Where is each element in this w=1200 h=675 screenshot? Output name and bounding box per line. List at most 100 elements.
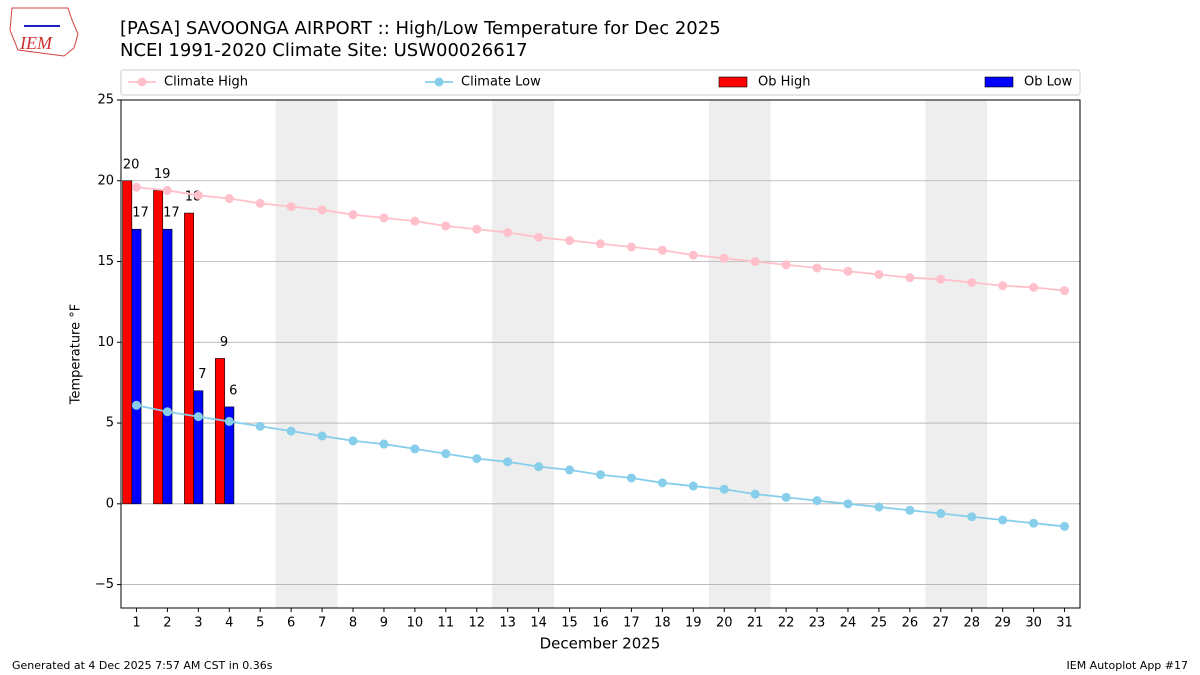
logo-text: IEM bbox=[19, 33, 53, 53]
climate-point bbox=[998, 515, 1008, 525]
bar bbox=[224, 406, 235, 505]
climate-point bbox=[626, 473, 636, 483]
bar-value-label: 17 bbox=[132, 206, 149, 221]
x-tick-label: 26 bbox=[902, 616, 919, 631]
climate-point bbox=[936, 509, 946, 519]
climate-point bbox=[534, 462, 544, 472]
climate-point bbox=[812, 263, 822, 273]
legend-marker bbox=[137, 77, 147, 87]
climate-point bbox=[503, 457, 513, 467]
y-axis-label: Temperature °F bbox=[69, 304, 84, 405]
climate-point bbox=[379, 213, 389, 223]
climate-point bbox=[131, 400, 141, 410]
climate-point bbox=[224, 416, 234, 426]
x-tick-label: 19 bbox=[685, 616, 702, 631]
climate-point bbox=[781, 492, 791, 502]
climate-point bbox=[1060, 286, 1070, 296]
weekend-shade bbox=[275, 100, 338, 608]
x-tick-label: 2 bbox=[163, 616, 171, 631]
legend-label: Ob High bbox=[758, 75, 811, 90]
chart-title: [PASA] SAVOONGA AIRPORT :: High/Low Temp… bbox=[120, 18, 721, 39]
bar bbox=[193, 390, 204, 505]
legend-label: Ob Low bbox=[1024, 75, 1073, 90]
climate-point bbox=[441, 221, 451, 231]
climate-point bbox=[224, 194, 234, 204]
climate-point bbox=[998, 281, 1008, 291]
climate-point bbox=[626, 242, 636, 252]
legend-swatch bbox=[718, 76, 748, 88]
climate-line bbox=[136, 404, 1065, 528]
x-tick-label: 31 bbox=[1056, 616, 1073, 631]
climate-point bbox=[317, 205, 327, 215]
footer-left: Generated at 4 Dec 2025 7:57 AM CST in 0… bbox=[12, 659, 273, 672]
x-tick-label: 6 bbox=[287, 616, 295, 631]
climate-point bbox=[1029, 282, 1039, 292]
climate-point bbox=[967, 512, 977, 522]
x-tick-label: 21 bbox=[747, 616, 764, 631]
x-tick-label: 18 bbox=[654, 616, 671, 631]
y-tick-label: 15 bbox=[97, 254, 114, 269]
climate-point bbox=[441, 449, 451, 459]
climate-point bbox=[874, 269, 884, 279]
bar bbox=[122, 180, 133, 505]
climate-point bbox=[1060, 521, 1070, 531]
climate-point bbox=[255, 421, 265, 431]
weekend-shade bbox=[925, 100, 988, 608]
y-tick-label: 0 bbox=[106, 496, 114, 511]
bar bbox=[184, 212, 194, 505]
x-tick-label: 23 bbox=[809, 616, 826, 631]
climate-point bbox=[843, 499, 853, 509]
weekend-shade bbox=[492, 100, 555, 608]
legend-box bbox=[120, 69, 1081, 96]
climate-point bbox=[162, 407, 172, 417]
climate-point bbox=[379, 439, 389, 449]
y-tick-label: 25 bbox=[97, 93, 114, 108]
climate-point bbox=[874, 502, 884, 512]
climate-point bbox=[534, 232, 544, 242]
bar bbox=[153, 190, 164, 505]
x-tick-label: 5 bbox=[256, 616, 264, 631]
x-tick-label: 12 bbox=[468, 616, 485, 631]
climate-point bbox=[688, 481, 698, 491]
plot-frame bbox=[120, 99, 1081, 609]
x-tick-label: 1 bbox=[132, 616, 140, 631]
bar-value-label: 17 bbox=[163, 206, 180, 221]
climate-point bbox=[657, 245, 667, 255]
x-tick-label: 28 bbox=[963, 616, 980, 631]
x-tick-label: 24 bbox=[840, 616, 857, 631]
logo: IEM bbox=[9, 7, 79, 57]
climate-point bbox=[565, 236, 575, 246]
bar bbox=[162, 228, 173, 505]
x-tick-label: 27 bbox=[933, 616, 950, 631]
climate-point bbox=[905, 505, 915, 515]
x-tick-label: 25 bbox=[871, 616, 888, 631]
bar-value-label: 9 bbox=[220, 335, 228, 350]
climate-point bbox=[410, 216, 420, 226]
climate-point bbox=[193, 190, 203, 200]
x-tick-label: 14 bbox=[530, 616, 547, 631]
climate-point bbox=[255, 198, 265, 208]
climate-point bbox=[503, 227, 513, 237]
climate-point bbox=[719, 253, 729, 263]
logo-outline bbox=[9, 7, 79, 57]
legend-label: Climate High bbox=[164, 75, 248, 90]
x-tick-label: 16 bbox=[592, 616, 609, 631]
climate-line bbox=[136, 186, 1065, 292]
climate-point bbox=[472, 224, 482, 234]
climate-point bbox=[193, 412, 203, 422]
bar-value-label: 7 bbox=[198, 367, 206, 382]
climate-point bbox=[905, 273, 915, 283]
x-axis-label: December 2025 bbox=[540, 635, 661, 653]
climate-point bbox=[1029, 518, 1039, 528]
bar-value-label: 20 bbox=[123, 157, 140, 172]
climate-point bbox=[596, 239, 605, 249]
bar-value-label: 19 bbox=[154, 167, 171, 182]
x-tick-label: 20 bbox=[716, 616, 733, 631]
climate-point bbox=[131, 182, 141, 192]
climate-point bbox=[410, 444, 420, 454]
bar bbox=[131, 228, 142, 505]
legend-label: Climate Low bbox=[461, 75, 541, 90]
climate-point bbox=[781, 260, 791, 270]
climate-point bbox=[750, 257, 760, 267]
climate-point bbox=[688, 250, 698, 260]
